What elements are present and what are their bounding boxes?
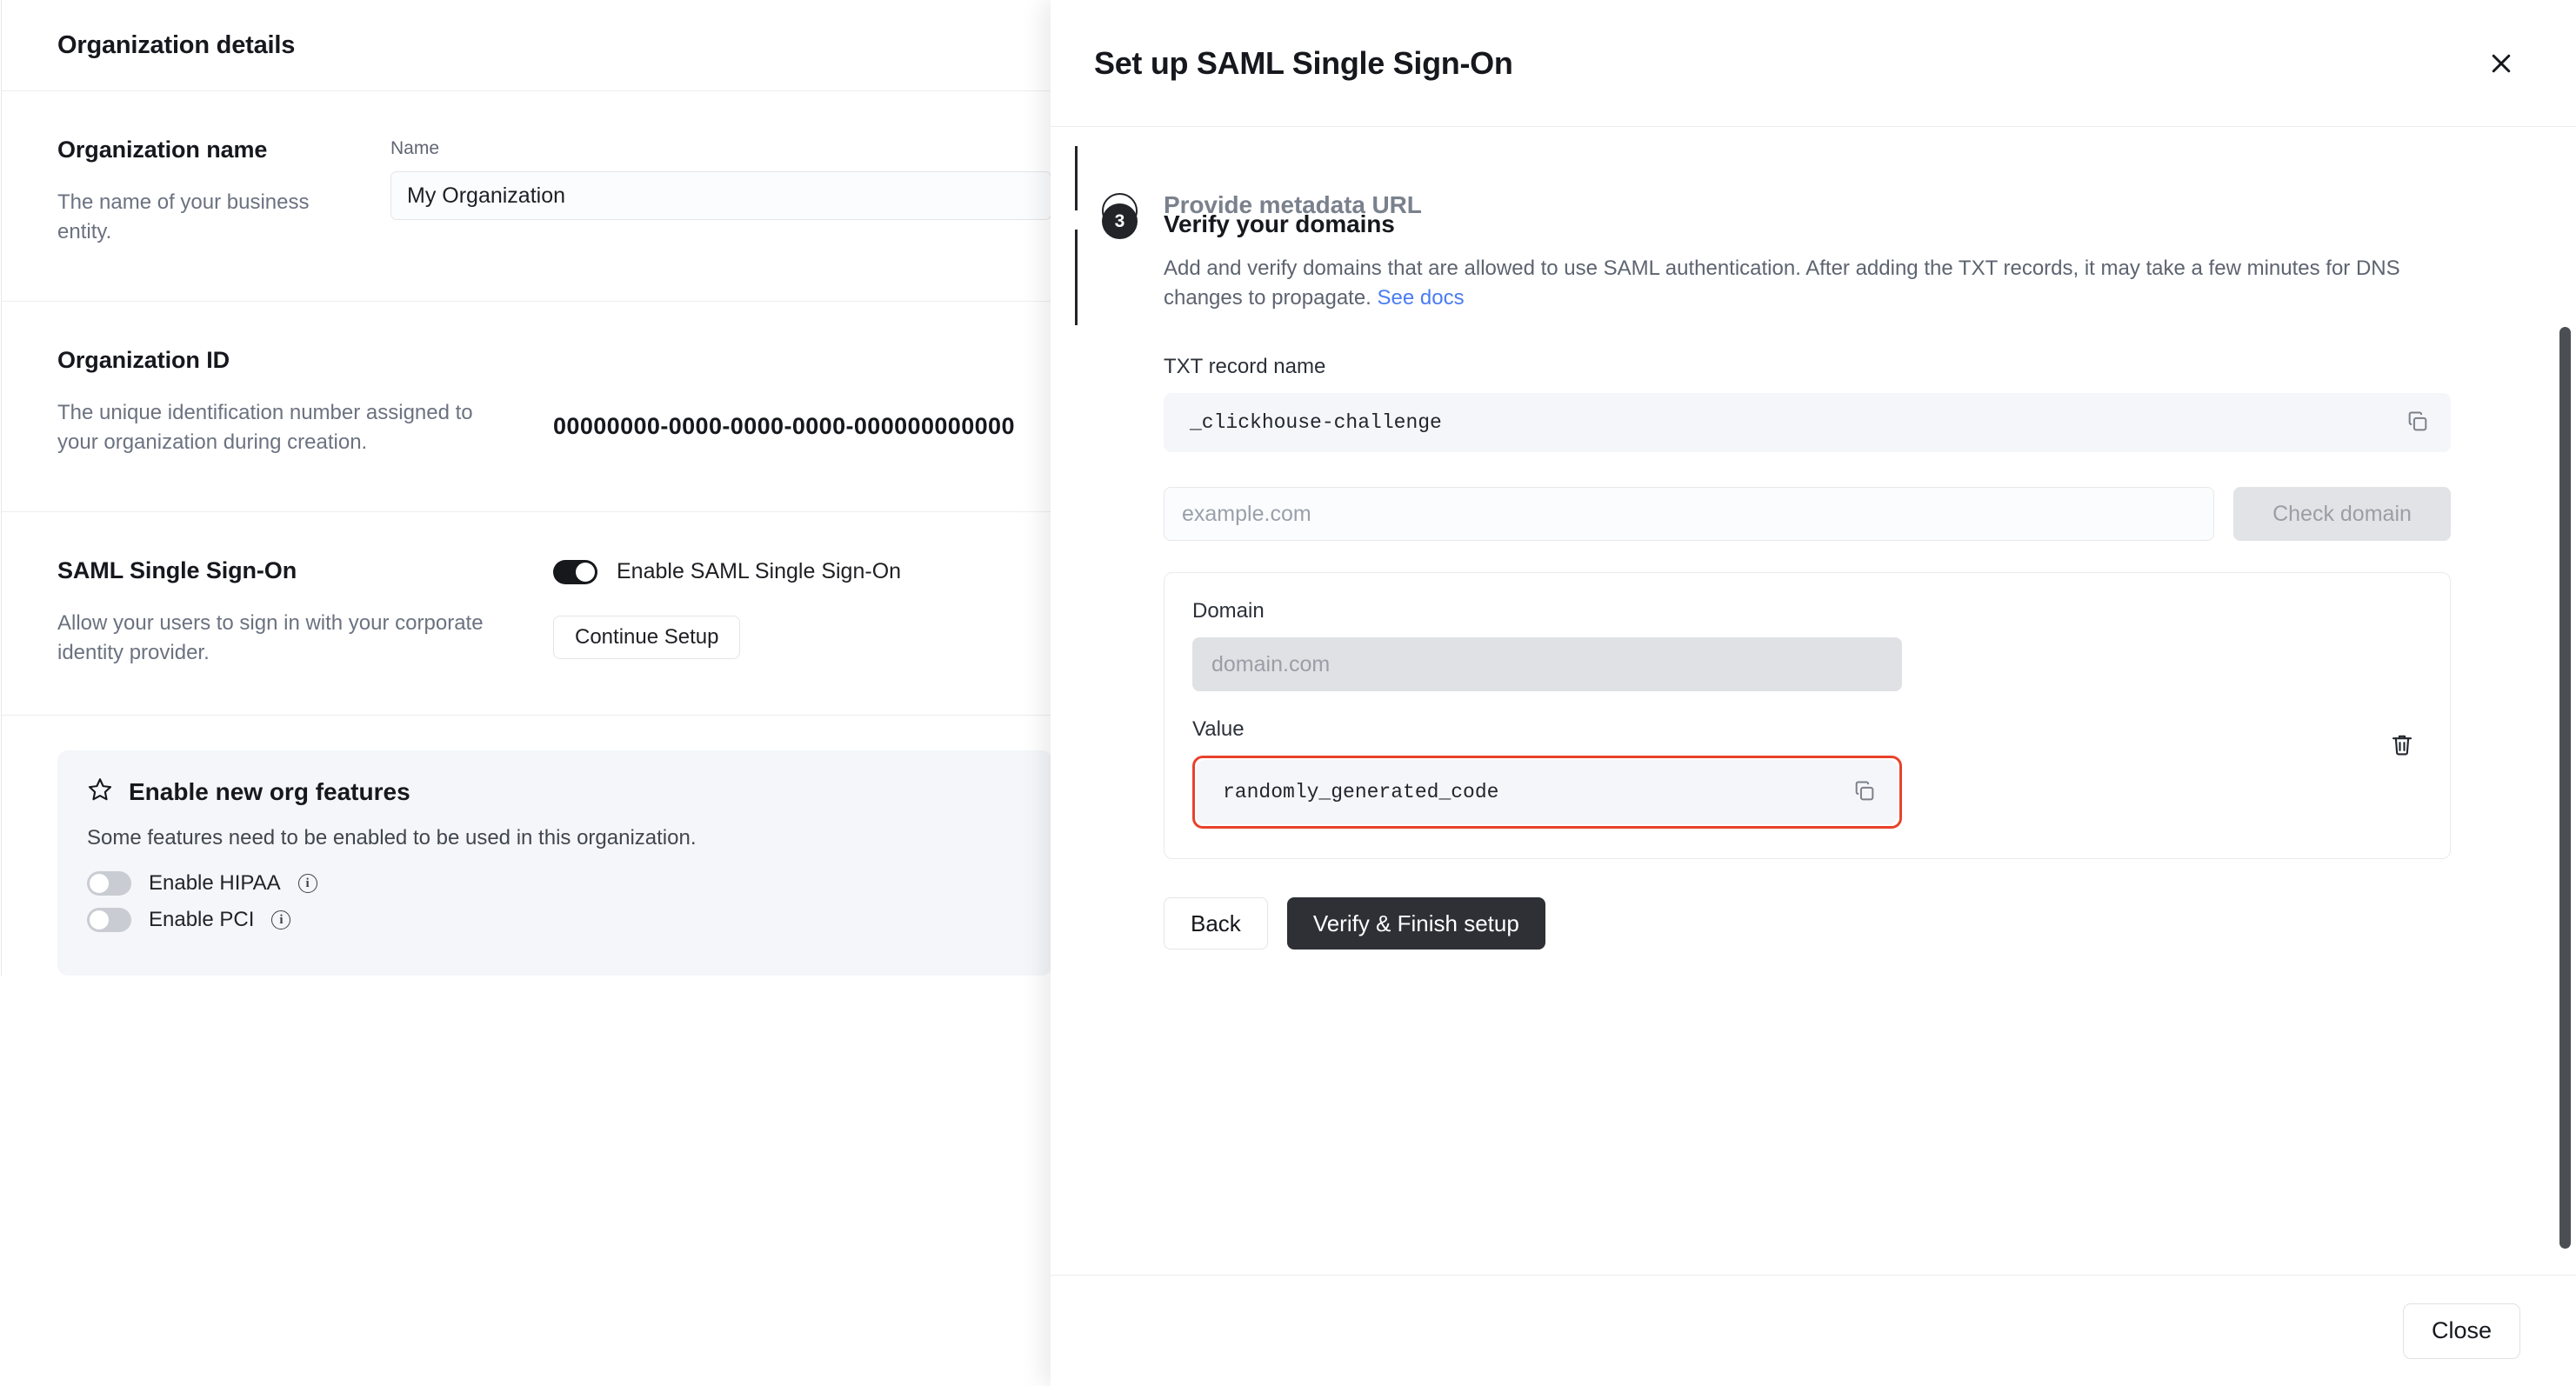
step-description: Add and verify domains that are allowed … — [1164, 254, 2451, 313]
stepper-rail-middle — [1075, 230, 1078, 325]
drawer-scrollbar[interactable] — [2559, 254, 2571, 1275]
organization-details-card: Organization details Organization name T… — [1, 0, 1052, 976]
organization-id-value: 00000000-0000-0000-0000-000000000000 — [553, 413, 1015, 440]
enable-pci-label: Enable PCI — [149, 908, 255, 932]
enable-pci-toggle[interactable] — [87, 908, 131, 933]
toggle-knob — [90, 910, 109, 930]
value-code-box: randomly_generated_code — [1197, 760, 1898, 825]
row-title-organization-name: Organization name — [57, 137, 268, 163]
row-organization-id: Organization ID The unique identificatio… — [2, 302, 1051, 513]
enable-saml-toggle[interactable] — [553, 559, 597, 584]
copy-icon[interactable] — [1852, 779, 1879, 805]
organization-name-input[interactable]: My Organization — [390, 171, 1051, 220]
domain-input[interactable]: example.com — [1164, 487, 2214, 542]
row-desc-organization-id: The unique identification number assigne… — [57, 401, 473, 455]
enable-saml-toggle-label: Enable SAML Single Sign-On — [617, 559, 902, 584]
feature-item-pci: Enable PCI i — [87, 908, 1023, 933]
drawer-body: Provide metadata URL 3 Verify your domai… — [1051, 127, 2576, 1275]
add-domain-row: example.com Check domain — [1164, 487, 2451, 542]
feature-card-title: Enable new org features — [129, 777, 410, 805]
feature-card-desc: Some features need to be enabled to be u… — [87, 826, 697, 850]
txt-record-value: _clickhouse-challenge — [1190, 411, 1442, 435]
stepper-rail-top — [1075, 146, 1078, 210]
verify-finish-setup-button[interactable]: Verify & Finish setup — [1286, 897, 1545, 950]
row-desc-saml-sso: Allow your users to sign in with your co… — [57, 611, 484, 665]
drawer-actions: Back Verify & Finish setup — [1164, 897, 2524, 950]
enable-hipaa-toggle[interactable] — [87, 871, 131, 896]
step-marker-active: 3 — [1102, 203, 1138, 239]
enable-hipaa-label: Enable HIPAA — [149, 871, 281, 896]
feature-item-hipaa: Enable HIPAA i — [87, 871, 1023, 896]
step-label-verify-your-domains: Verify your domains — [1164, 210, 1395, 237]
star-icon — [87, 776, 113, 807]
saml-setup-drawer: Set up SAML Single Sign-On Provide metad… — [1051, 0, 2576, 1386]
setup-stepper: Provide metadata URL 3 Verify your domai… — [1051, 127, 2576, 950]
info-icon[interactable]: i — [297, 874, 317, 894]
domain-label: Domain — [1192, 599, 1265, 623]
name-field-label: Name — [390, 138, 440, 158]
row-desc-organization-name: The name of your business entity. — [57, 190, 310, 244]
drawer-header: Set up SAML Single Sign-On — [1051, 0, 2576, 127]
value-label: Value — [1192, 717, 1245, 742]
drawer-footer: Close — [1051, 1275, 2576, 1386]
back-button[interactable]: Back — [1164, 897, 1268, 950]
toggle-knob — [576, 562, 595, 582]
txt-record-label: TXT record name — [1164, 355, 1326, 379]
step-provide-metadata-url[interactable]: Provide metadata URL — [1094, 127, 2524, 229]
value-code-text: randomly_generated_code — [1223, 781, 1499, 804]
row-saml-sso: SAML Single Sign-On Allow your users to … — [2, 512, 1051, 716]
see-docs-link[interactable]: See docs — [1377, 286, 1465, 310]
scrollbar-thumb[interactable] — [2559, 327, 2571, 1249]
section-header: Organization details — [2, 0, 1051, 91]
txt-record-section: TXT record name _clickhouse-challenge — [1164, 355, 2451, 453]
row-organization-name: Organization name The name of your busin… — [2, 91, 1051, 303]
info-icon[interactable]: i — [271, 910, 291, 930]
domain-readonly-input[interactable]: domain.com — [1192, 637, 1902, 692]
value-highlight-outline: randomly_generated_code — [1192, 756, 1902, 830]
domain-entry-card: Domain domain.com Value randomly_generat… — [1164, 572, 2451, 860]
drawer-title: Set up SAML Single Sign-On — [1094, 44, 1513, 81]
continue-setup-button[interactable]: Continue Setup — [553, 616, 741, 660]
close-icon[interactable] — [2482, 44, 2520, 83]
txt-record-value-box: _clickhouse-challenge — [1164, 393, 2451, 453]
page-title: Organization details — [57, 30, 296, 59]
toggle-knob — [90, 874, 109, 894]
enable-new-org-features-card: Enable new org features Some features ne… — [57, 750, 1052, 976]
step-label-provide-metadata-url: Provide metadata URL — [1164, 191, 1422, 218]
copy-icon[interactable] — [2406, 410, 2432, 436]
row-title-saml-sso: SAML Single Sign-On — [57, 557, 297, 584]
row-title-organization-id: Organization ID — [57, 347, 230, 374]
step-description-text: Add and verify domains that are allowed … — [1164, 257, 2400, 310]
close-button[interactable]: Close — [2402, 1303, 2520, 1359]
trash-icon[interactable] — [2389, 731, 2415, 757]
step-verify-your-domains[interactable]: 3 Verify your domains Add and verify dom… — [1094, 203, 2524, 950]
check-domain-button[interactable]: Check domain — [2233, 487, 2451, 542]
